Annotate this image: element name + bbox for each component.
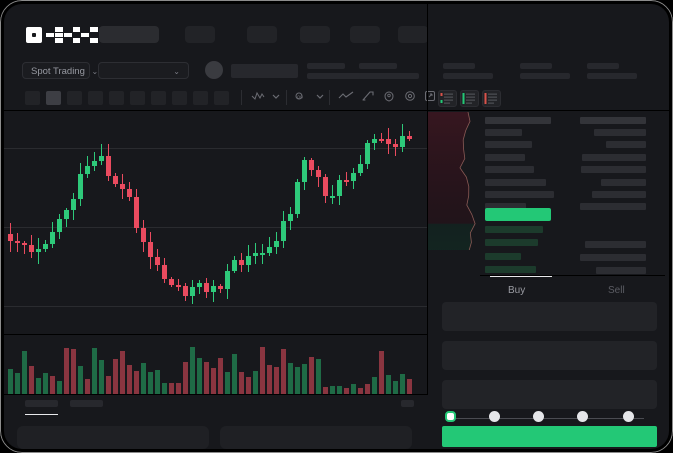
- svg-text:oo: oo: [297, 94, 303, 100]
